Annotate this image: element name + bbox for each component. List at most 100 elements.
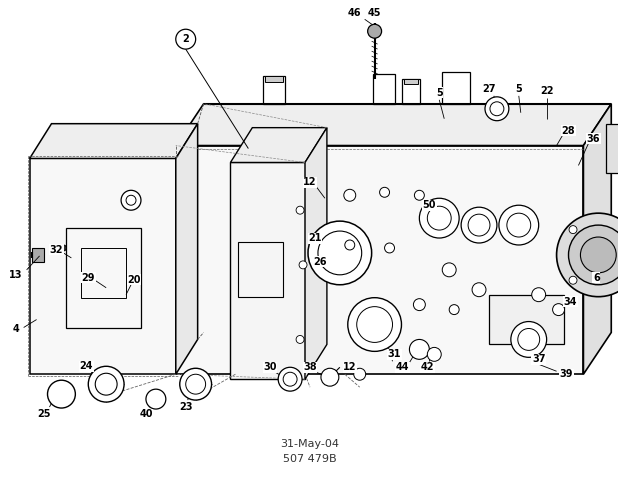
Circle shape bbox=[379, 187, 389, 197]
Circle shape bbox=[146, 389, 166, 409]
Polygon shape bbox=[583, 104, 611, 374]
Text: 40: 40 bbox=[140, 409, 153, 419]
Circle shape bbox=[344, 189, 356, 201]
Text: 37: 37 bbox=[532, 354, 546, 364]
Text: 2: 2 bbox=[182, 34, 189, 44]
Text: 42: 42 bbox=[420, 363, 434, 372]
Bar bbox=[66, 228, 141, 328]
Circle shape bbox=[569, 276, 577, 284]
Text: 34: 34 bbox=[564, 297, 577, 307]
Circle shape bbox=[318, 231, 361, 275]
Circle shape bbox=[348, 298, 402, 351]
Circle shape bbox=[176, 29, 196, 49]
Circle shape bbox=[186, 374, 206, 394]
Circle shape bbox=[95, 373, 117, 395]
Circle shape bbox=[518, 329, 539, 350]
Text: 29: 29 bbox=[81, 273, 95, 283]
Circle shape bbox=[126, 195, 136, 205]
Text: 39: 39 bbox=[560, 369, 574, 379]
Circle shape bbox=[580, 237, 616, 273]
Text: 36: 36 bbox=[587, 134, 600, 144]
Circle shape bbox=[60, 245, 66, 251]
Circle shape bbox=[532, 287, 546, 302]
Circle shape bbox=[427, 348, 441, 362]
Circle shape bbox=[278, 367, 302, 391]
Circle shape bbox=[450, 304, 459, 315]
Bar bbox=[373, 74, 394, 104]
Circle shape bbox=[569, 225, 620, 285]
Text: 32: 32 bbox=[50, 245, 63, 255]
Text: 13: 13 bbox=[9, 270, 22, 280]
Circle shape bbox=[409, 339, 429, 359]
Text: 44: 44 bbox=[396, 363, 409, 372]
Circle shape bbox=[552, 303, 565, 316]
Circle shape bbox=[499, 205, 539, 245]
Polygon shape bbox=[176, 104, 611, 146]
Text: 46: 46 bbox=[348, 8, 361, 18]
Text: 5: 5 bbox=[436, 88, 443, 98]
Circle shape bbox=[414, 190, 424, 200]
Text: 5: 5 bbox=[515, 84, 522, 94]
Circle shape bbox=[490, 102, 504, 116]
Text: 31: 31 bbox=[388, 349, 401, 359]
Circle shape bbox=[569, 226, 577, 234]
Bar bbox=[442, 72, 470, 104]
Text: 4: 4 bbox=[12, 324, 19, 334]
Text: 507 479B: 507 479B bbox=[283, 454, 337, 464]
Circle shape bbox=[299, 261, 307, 269]
Bar bbox=[30, 158, 176, 374]
Polygon shape bbox=[305, 128, 327, 379]
Circle shape bbox=[419, 198, 459, 238]
Text: 22: 22 bbox=[540, 86, 554, 96]
Text: 6: 6 bbox=[593, 273, 600, 283]
Text: 23: 23 bbox=[179, 402, 192, 412]
Bar bbox=[176, 146, 583, 374]
Circle shape bbox=[427, 206, 451, 230]
Text: 28: 28 bbox=[562, 126, 575, 136]
Text: 31-May-04: 31-May-04 bbox=[280, 439, 340, 449]
Bar bbox=[81, 248, 126, 298]
Text: 45: 45 bbox=[368, 8, 381, 18]
Text: 50: 50 bbox=[423, 200, 436, 210]
Circle shape bbox=[468, 214, 490, 236]
Circle shape bbox=[485, 97, 509, 121]
Circle shape bbox=[345, 240, 355, 250]
Circle shape bbox=[296, 206, 304, 214]
Circle shape bbox=[442, 263, 456, 277]
Bar bbox=[265, 76, 283, 82]
Bar bbox=[404, 79, 418, 84]
Bar bbox=[264, 76, 285, 104]
Bar bbox=[402, 79, 420, 104]
Text: 27: 27 bbox=[482, 84, 496, 94]
Text: 12: 12 bbox=[303, 177, 317, 187]
Circle shape bbox=[321, 368, 339, 386]
Text: 12: 12 bbox=[343, 363, 356, 372]
Polygon shape bbox=[30, 124, 198, 158]
Circle shape bbox=[356, 307, 392, 342]
Circle shape bbox=[368, 24, 381, 38]
Circle shape bbox=[308, 221, 371, 285]
Bar bbox=[231, 163, 305, 379]
Circle shape bbox=[180, 368, 211, 400]
Circle shape bbox=[511, 321, 547, 357]
Polygon shape bbox=[231, 128, 327, 163]
Circle shape bbox=[88, 366, 124, 402]
Bar bbox=[239, 242, 283, 297]
Text: 21: 21 bbox=[308, 233, 322, 243]
Text: 26: 26 bbox=[313, 257, 327, 267]
Circle shape bbox=[472, 283, 486, 297]
Circle shape bbox=[557, 213, 620, 297]
Text: 38: 38 bbox=[303, 363, 317, 372]
Text: eReplacementParts.com: eReplacementParts.com bbox=[217, 292, 403, 307]
Bar bbox=[489, 295, 564, 345]
Bar bbox=[32, 248, 43, 262]
Circle shape bbox=[48, 380, 76, 408]
Circle shape bbox=[283, 372, 297, 386]
Text: 25: 25 bbox=[37, 409, 50, 419]
Text: 20: 20 bbox=[127, 275, 141, 285]
Circle shape bbox=[461, 207, 497, 243]
Circle shape bbox=[354, 368, 366, 380]
Circle shape bbox=[296, 335, 304, 344]
Polygon shape bbox=[176, 124, 198, 374]
Bar bbox=[606, 124, 620, 173]
